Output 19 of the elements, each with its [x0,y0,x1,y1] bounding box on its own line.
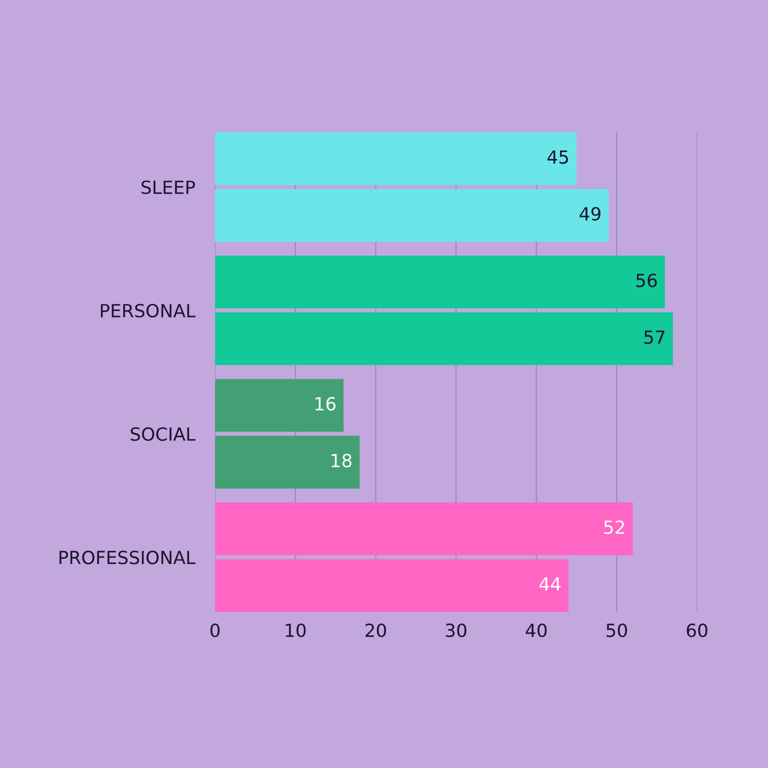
x-tick-label: 30 [446,624,466,638]
data-label: 56 [636,274,657,288]
y-tick-label: PERSONAL [100,304,196,318]
x-tick-label: 0 [210,624,220,638]
y-tick-label: SLEEP [142,180,195,194]
y-tick-label: SOCIAL [130,427,196,441]
x-tick-label: 60 [686,624,708,638]
data-label: 57 [644,330,664,344]
data-label: 44 [539,577,561,591]
y-tick-label: PROFESSIONAL [60,550,196,564]
data-label: 16 [316,396,336,411]
x-tick-label: 40 [526,624,547,638]
data-label: 18 [332,454,352,468]
data-label: 45 [548,150,568,164]
x-tick-label: 10 [286,624,306,638]
x-tick-label: 20 [366,624,386,638]
x-tick-label: 50 [606,624,627,638]
data-label: 52 [604,520,624,534]
data-label: 49 [580,206,600,221]
